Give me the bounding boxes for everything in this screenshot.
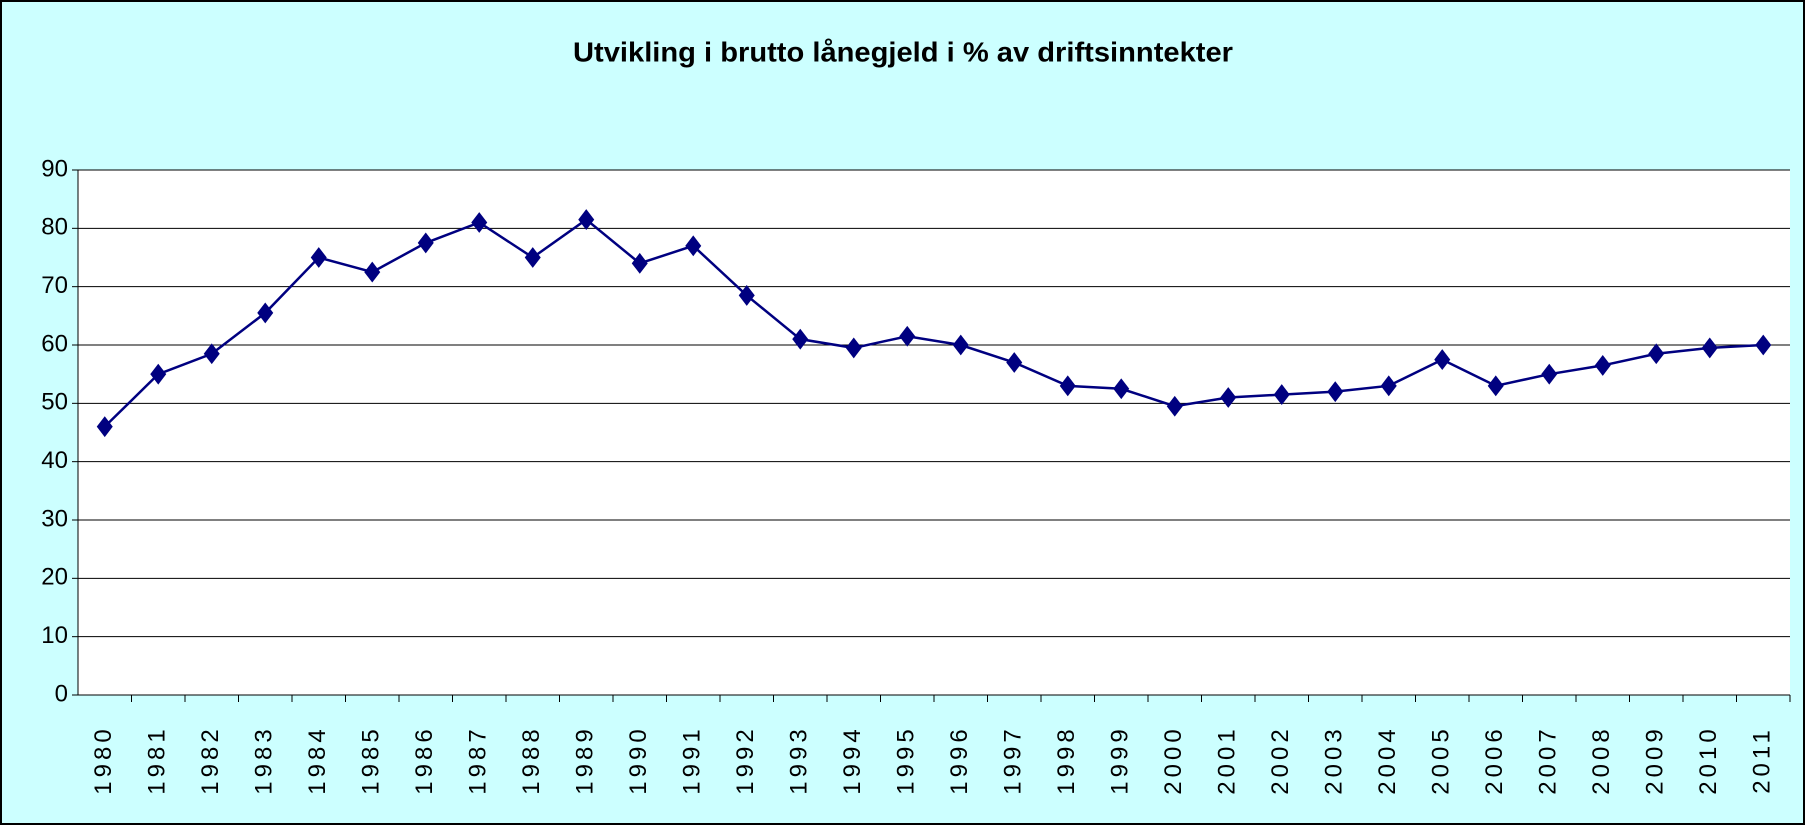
x-tick-label: 1982 [197, 725, 224, 794]
marker [1380, 375, 1397, 397]
marker [1594, 355, 1611, 376]
plot-area [78, 170, 1790, 695]
y-tick-label: 80 [41, 214, 68, 241]
x-tick-label: 2009 [1642, 725, 1669, 794]
marker [1487, 375, 1504, 397]
marker [364, 261, 381, 283]
y-tick-label: 30 [41, 505, 68, 532]
x-tick-label: 1984 [304, 725, 331, 794]
x-tick-label: 2011 [1749, 726, 1776, 794]
x-tick-label: 1996 [946, 725, 973, 794]
x-tick-label: 2007 [1535, 725, 1562, 794]
marker [631, 252, 648, 274]
marker [685, 235, 702, 257]
x-tick-label: 1983 [251, 725, 278, 794]
x-tick-label: 2004 [1374, 725, 1401, 794]
y-tick-label: 0 [55, 680, 68, 707]
x-tick-label: 1986 [411, 725, 438, 794]
marker [1006, 352, 1023, 373]
x-tick-label: 1991 [679, 725, 706, 794]
x-tick-label: 2010 [1695, 725, 1722, 794]
x-tick-label: 1988 [518, 725, 545, 794]
marker [845, 337, 862, 359]
marker [1273, 384, 1290, 405]
marker [417, 232, 434, 254]
x-tick-label: 1994 [839, 725, 866, 794]
marker [203, 343, 220, 365]
marker [1701, 337, 1718, 359]
marker [1113, 378, 1130, 400]
x-tick-label: 2002 [1267, 725, 1294, 794]
x-tick-label: 2008 [1588, 725, 1615, 794]
marker [792, 328, 809, 350]
x-tick-label: 1989 [572, 725, 599, 794]
marker [1327, 381, 1344, 403]
marker [1166, 395, 1183, 417]
x-tick-label: 1981 [144, 725, 171, 794]
x-tick-label: 2005 [1428, 725, 1455, 794]
x-tick-label: 1995 [893, 725, 920, 794]
marker [150, 363, 167, 385]
marker [578, 209, 595, 230]
x-tick-label: 2000 [1160, 725, 1187, 794]
marker [96, 416, 113, 438]
x-tick-label: 1985 [358, 725, 385, 794]
marker [257, 302, 274, 324]
x-tick-label: 1990 [625, 725, 652, 794]
x-tick-label: 2001 [1214, 725, 1241, 794]
marker [1648, 343, 1665, 365]
x-tick-label: 1980 [90, 725, 117, 794]
x-tick-label: 2006 [1481, 725, 1508, 794]
marker [310, 247, 327, 268]
marker [1434, 349, 1451, 370]
y-tick-label: 60 [41, 330, 68, 357]
y-tick-label: 10 [41, 622, 68, 649]
y-tick-label: 90 [41, 155, 68, 182]
chart-title: Utvikling i brutto lånegjeld i % av drif… [573, 36, 1233, 67]
y-tick-label: 40 [41, 447, 68, 474]
y-tick-label: 20 [41, 564, 68, 591]
x-tick-label: 1999 [1107, 725, 1134, 794]
x-tick-label: 1998 [1053, 725, 1080, 794]
marker [1541, 363, 1558, 385]
marker [1755, 334, 1772, 356]
x-tick-label: 1997 [1000, 725, 1027, 794]
marker [1059, 375, 1076, 397]
marker [899, 325, 916, 347]
x-tick-label: 1987 [465, 725, 492, 794]
marker [471, 212, 488, 233]
x-tick-label: 2003 [1321, 725, 1348, 794]
marker [738, 285, 755, 306]
y-tick-label: 50 [41, 389, 68, 416]
series-line [103, 218, 1764, 428]
y-tick-label: 70 [41, 272, 68, 299]
marker [952, 334, 969, 356]
x-tick-label: 1993 [786, 725, 813, 794]
x-tick-label: 1992 [732, 725, 759, 794]
marker [1220, 387, 1237, 408]
marker [524, 247, 541, 268]
